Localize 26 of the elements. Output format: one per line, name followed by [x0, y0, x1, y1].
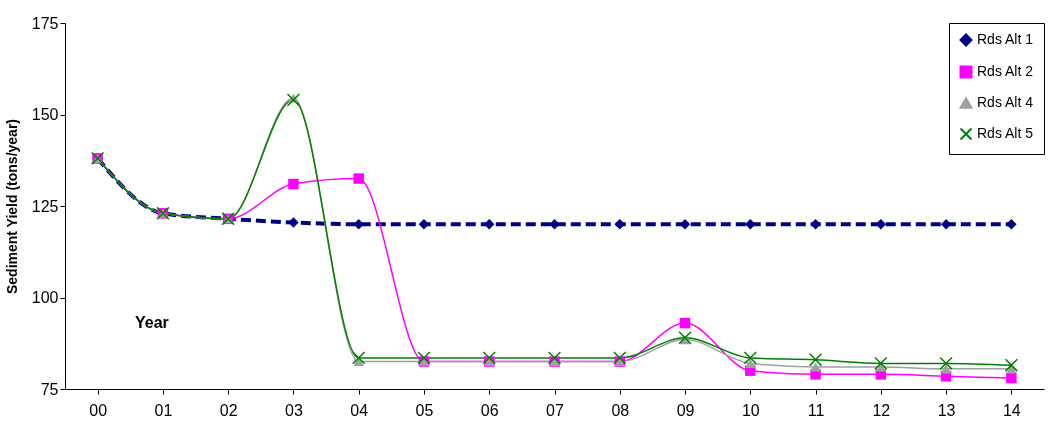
legend-label: Rds Alt 2 [977, 63, 1034, 79]
x-tick-label: 07 [546, 401, 564, 419]
y-tick-label: 75 [40, 380, 59, 398]
x-tick-label: 08 [611, 401, 630, 419]
x-tick-label: 00 [89, 401, 108, 419]
x-tick-label: 11 [807, 401, 825, 419]
y-axis-title: Sediment Yield (tons/year) [3, 118, 20, 295]
y-tick-label: 150 [31, 106, 59, 123]
y-tick-label: 125 [31, 197, 59, 215]
legend-label: Rds Alt 4 [977, 94, 1034, 110]
x-tick-label: 12 [872, 401, 891, 419]
x-tick-label: 02 [219, 401, 238, 419]
x-tick-label: 09 [676, 401, 695, 419]
x-tick-label: 14 [1002, 401, 1021, 419]
x-tick-label: 06 [480, 401, 499, 419]
x-tick-label: 05 [415, 401, 434, 419]
legend-label: Rds Alt 5 [977, 125, 1034, 141]
y-tick-label: 175 [31, 14, 59, 32]
x-tick-label: 03 [285, 401, 303, 419]
x-tick-label: 04 [350, 401, 369, 419]
x-tick-label: 01 [154, 401, 173, 419]
x-axis-title: Year [135, 314, 169, 331]
x-tick-label: 10 [741, 401, 760, 419]
y-tick-label: 100 [31, 289, 59, 306]
x-tick-label: 13 [937, 401, 956, 419]
legend-label: Rds Alt 1 [977, 31, 1034, 47]
